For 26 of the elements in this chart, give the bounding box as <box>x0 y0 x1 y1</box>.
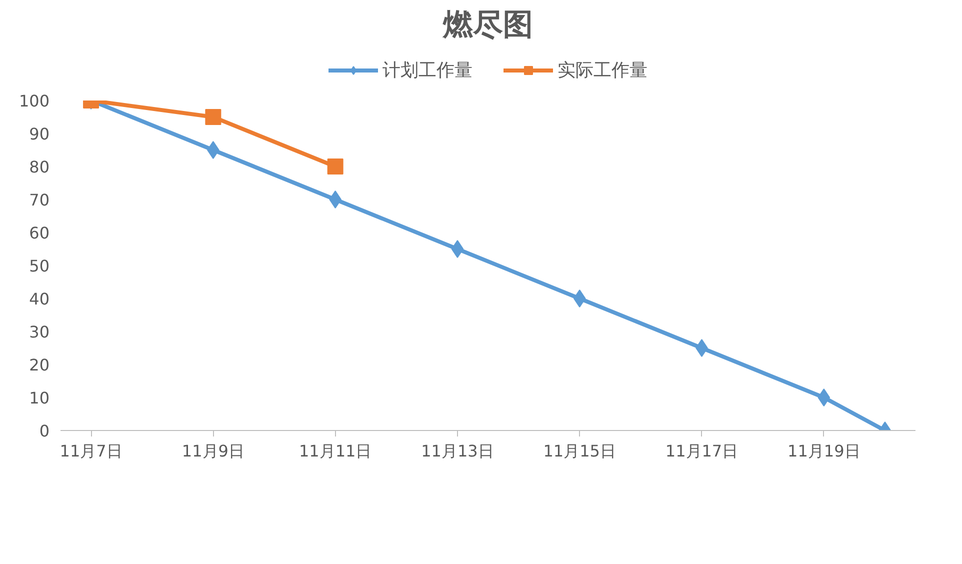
legend-label: 计划工作量 <box>382 58 472 82</box>
y-tick-label: 100 <box>18 92 50 110</box>
x-tick-label: 11月15日 <box>543 442 616 460</box>
x-tick-label: 11月13日 <box>421 442 494 460</box>
x-tick-label: 11月7日 <box>60 442 122 460</box>
x-tick-label: 11月9日 <box>182 442 244 460</box>
x-tick-label: 11月17日 <box>665 442 738 460</box>
x-tick-label: 11月11日 <box>298 442 372 460</box>
point <box>573 290 586 308</box>
y-tick-label: 0 <box>39 422 50 440</box>
y-tick-label: 90 <box>29 124 50 144</box>
chart-title: 燃尽图 <box>442 8 533 42</box>
point <box>818 388 830 406</box>
legend-label: 实际工作量 <box>558 58 648 82</box>
y-tick-label: 30 <box>29 322 50 342</box>
y-tick-label: 80 <box>29 158 50 176</box>
point <box>327 158 344 174</box>
y-tick-label: 40 <box>29 290 50 308</box>
y-tick-label: 10 <box>29 388 50 408</box>
y-tick-label: 70 <box>29 190 50 210</box>
x-tick-label: 11月19日 <box>788 442 860 460</box>
y-tick-label: 60 <box>29 224 50 242</box>
point <box>205 109 222 125</box>
y-tick-label: 50 <box>29 256 50 276</box>
y-tick-label: 20 <box>29 356 50 374</box>
point <box>451 240 464 258</box>
